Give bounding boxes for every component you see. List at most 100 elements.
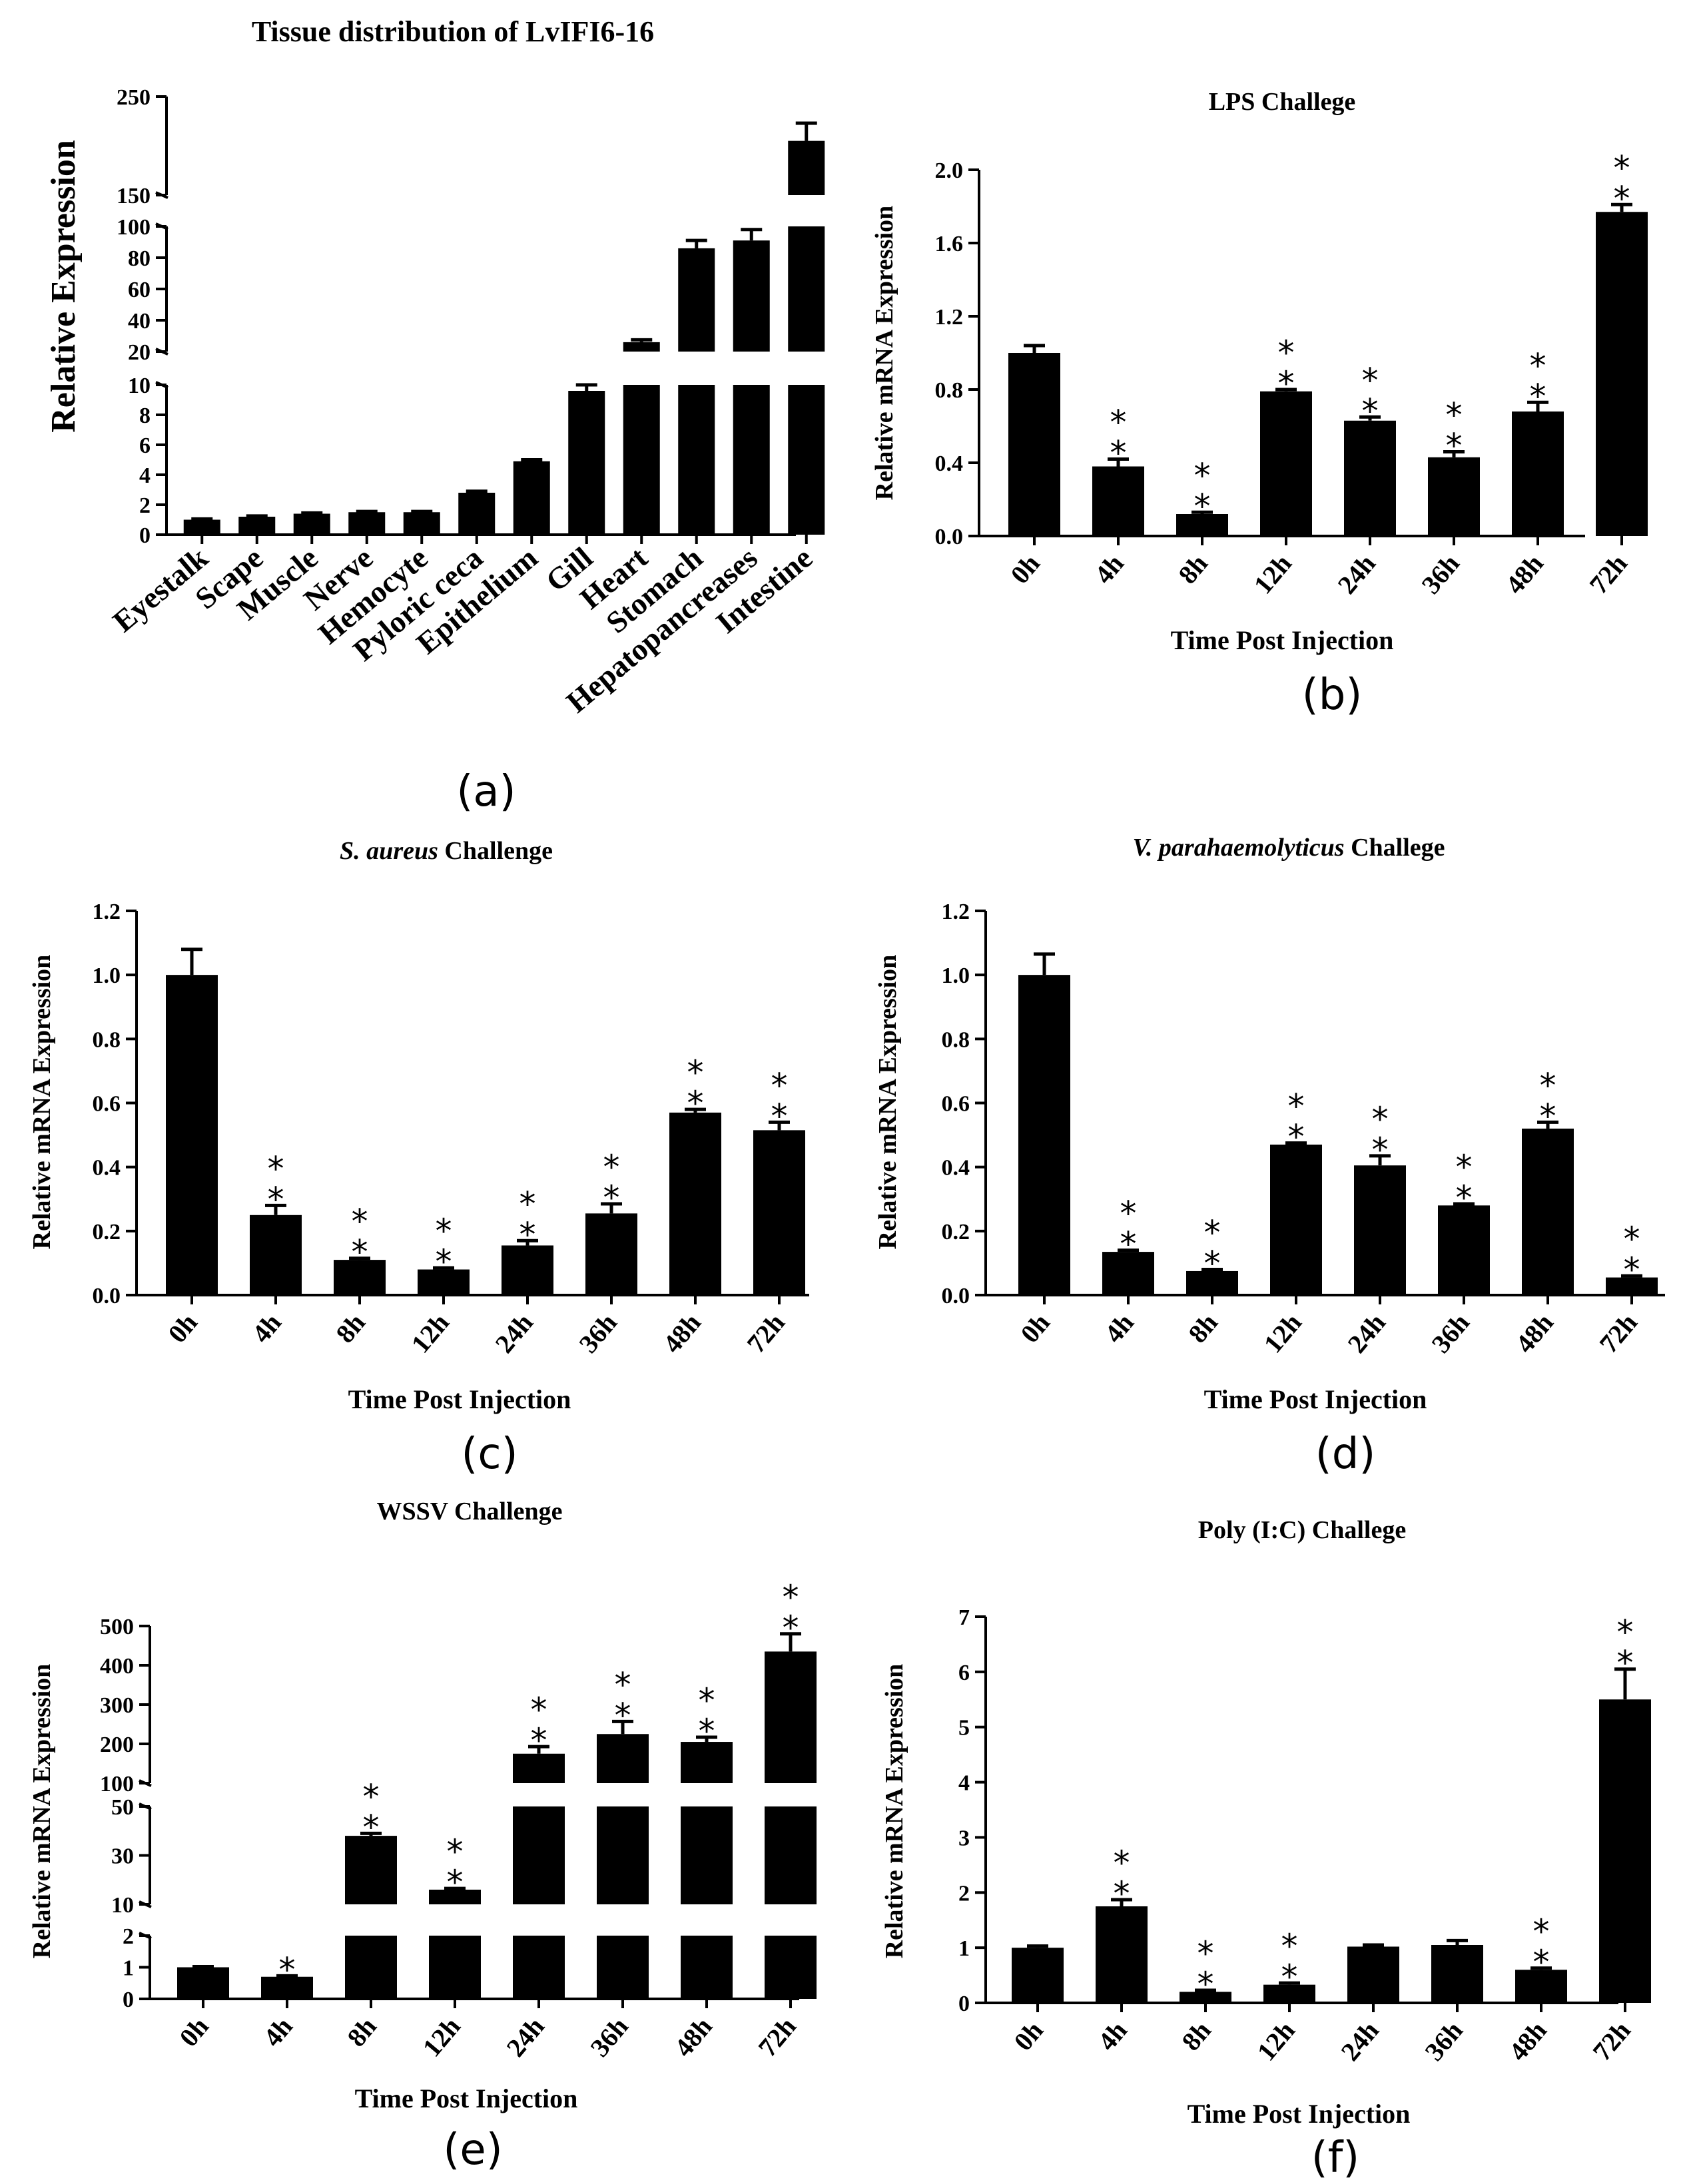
significance-star: *: [1362, 392, 1379, 430]
chart-title: Poly (I:C) Challege: [1198, 1516, 1406, 1544]
significance-star: *: [1114, 1844, 1130, 1882]
y-tick-label: 2: [123, 1924, 134, 1949]
significance-star: *: [1110, 434, 1127, 473]
significance-star: *: [771, 1097, 788, 1135]
y-tick-label: 1.0: [942, 963, 970, 988]
significance-marker: * *: [1288, 1087, 1305, 1157]
significance-star: *: [1530, 346, 1546, 385]
x-category-label: 12h: [416, 2012, 466, 2063]
significance-marker: * *: [699, 1681, 715, 1751]
y-tick-label: 1.0: [93, 963, 121, 988]
y-tick-label: 0.6: [942, 1092, 970, 1117]
panel-label: (c): [461, 1430, 517, 1479]
y-tick-label: 0.2: [942, 1220, 970, 1244]
significance-marker: * *: [1362, 361, 1379, 430]
y-axis-label: Relative Expression: [45, 140, 83, 433]
significance-marker: * *: [1614, 148, 1630, 218]
y-axis-label: Relative mRNA Expression: [880, 1664, 908, 1959]
significance-marker: * *: [615, 1665, 631, 1735]
bar: [177, 1967, 229, 1999]
y-tick-label: 7: [958, 1605, 970, 1630]
y-tick-label: 8: [139, 404, 151, 428]
bar: [733, 240, 770, 352]
chart-title: LPS Challege: [1209, 88, 1356, 116]
x-category-label: 8h: [341, 2012, 382, 2052]
significance-marker: * *: [1617, 1613, 1634, 1683]
y-tick-label: 0.4: [93, 1156, 121, 1181]
y-tick-label: 20: [128, 340, 151, 365]
x-category-label: 4h: [1088, 549, 1130, 589]
bar: [458, 493, 496, 535]
bar: [1599, 1699, 1651, 2003]
significance-star: *: [615, 1665, 631, 1704]
significance-star: *: [352, 1233, 368, 1272]
y-tick-label: 4: [139, 463, 151, 488]
significance-star: *: [783, 1578, 799, 1617]
bar: [1512, 411, 1564, 536]
significance-star: *: [1617, 1613, 1634, 1652]
bar: [1012, 1948, 1064, 2003]
significance-marker: * *: [519, 1185, 536, 1254]
axis-break-mark: [139, 1900, 152, 1908]
bar: [681, 1742, 733, 1783]
chart-panel-c: S. aureus Challenge Relative mRNA Express…: [28, 837, 809, 1479]
x-category-label: 72h: [1583, 549, 1632, 600]
significance-star: *: [603, 1148, 620, 1187]
chart-panel-e: WSSV Challenge Relative mRNA Expression 0 1…: [28, 1498, 817, 2175]
chart-title-rest: Challege: [1345, 834, 1445, 862]
y-tick-label: 0.0: [942, 1284, 970, 1308]
significance-marker: * *: [1194, 456, 1211, 525]
y-tick-label: 5: [958, 1716, 970, 1741]
x-category-label: 8h: [1182, 1308, 1223, 1348]
bar: [513, 1806, 565, 1904]
significance-star: *: [363, 1777, 380, 1816]
significance-star: *: [603, 1179, 620, 1217]
bar: [623, 342, 660, 352]
significance-star: *: [1614, 148, 1630, 187]
significance-star: *: [1120, 1225, 1137, 1264]
significance-star: *: [447, 1832, 464, 1871]
significance-marker: * *: [1540, 1066, 1556, 1135]
bar: [765, 1936, 817, 1999]
significance-star: *: [1278, 364, 1295, 403]
chart-title: V. parahaemolyticus Challege: [1132, 834, 1445, 862]
bar: [1438, 1205, 1490, 1295]
bar: [1176, 514, 1228, 536]
significance-marker: * *: [687, 1053, 704, 1123]
x-category-label: 8h: [1176, 2016, 1217, 2056]
x-axis-label: Time Post Injection: [355, 2083, 578, 2113]
bar: [261, 1976, 313, 1999]
y-tick-label: 0.6: [93, 1092, 121, 1117]
bar: [678, 248, 715, 352]
significance-marker: * *: [1204, 1214, 1221, 1283]
significance-star: *: [699, 1681, 715, 1720]
x-category-label: 48h: [1499, 549, 1548, 600]
significance-star: *: [268, 1149, 284, 1188]
chart-title-rest: Challenge: [438, 837, 553, 865]
significance-star: *: [447, 1863, 464, 1902]
significance-star: *: [1530, 377, 1546, 415]
y-tick-label: 1.6: [935, 232, 964, 256]
y-tick-label: 0: [139, 523, 151, 548]
y-tick-label: 100: [100, 1772, 134, 1796]
bar: [238, 517, 276, 535]
bar: [403, 512, 440, 535]
significance-star: *: [436, 1212, 452, 1250]
chart-panel-d: V. parahaemolyticus Challege Relative mRN…: [874, 834, 1665, 1479]
y-tick-label: 0.8: [93, 1027, 121, 1052]
x-category-label: 48h: [668, 2012, 717, 2063]
y-tick-label: 10: [128, 374, 151, 398]
y-tick-label: 2: [139, 493, 151, 518]
significance-marker: * *: [783, 1578, 799, 1647]
y-tick-label: 6: [139, 433, 151, 458]
bar: [1522, 1128, 1574, 1295]
bar: [681, 1936, 733, 1999]
significance-star: *: [1278, 334, 1295, 372]
significance-star: *: [1288, 1118, 1305, 1157]
x-category-label: 36h: [573, 1308, 622, 1359]
y-tick-label: 1: [123, 1956, 134, 1981]
y-tick-label: 0.4: [935, 451, 964, 476]
bar: [183, 519, 220, 535]
significance-marker: * *: [603, 1148, 620, 1217]
y-tick-label: 0.0: [935, 525, 964, 549]
